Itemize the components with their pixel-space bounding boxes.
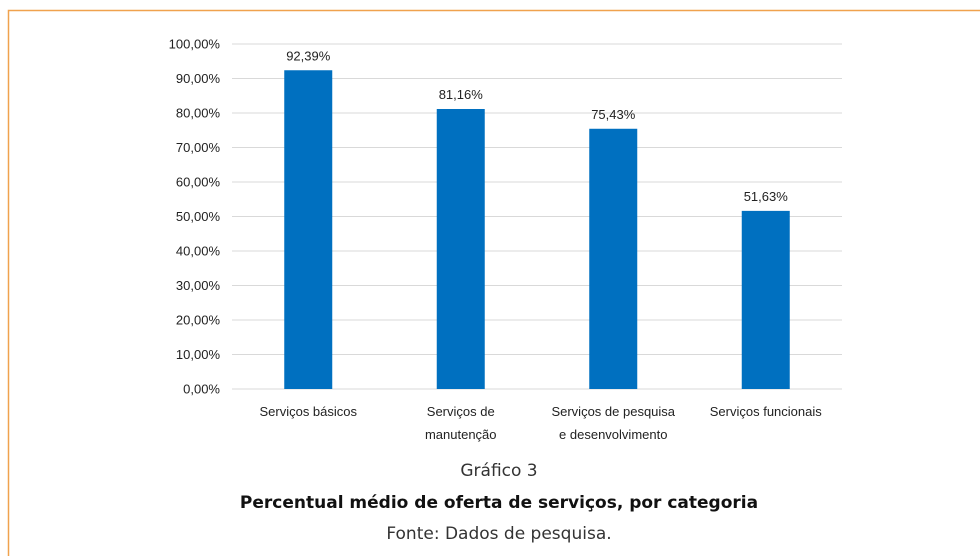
x-tick-label: Serviços funcionais xyxy=(710,404,822,419)
y-tick-label: 90,00% xyxy=(176,71,221,86)
data-label: 75,43% xyxy=(591,107,636,122)
x-tick-label: Serviços de pesquisa xyxy=(551,404,675,419)
bar xyxy=(589,128,638,390)
y-tick-label: 100,00% xyxy=(169,37,221,52)
y-tick-label: 10,00% xyxy=(176,347,221,362)
y-tick-label: 50,00% xyxy=(176,209,221,224)
y-tick-label: 60,00% xyxy=(176,175,221,190)
data-label: 51,63% xyxy=(744,189,789,204)
data-label: 92,39% xyxy=(286,48,331,63)
source: Fonte: Dados de pesquisa. xyxy=(386,524,611,544)
data-label: 81,16% xyxy=(439,87,484,102)
x-tick-label: manutenção xyxy=(425,427,497,442)
bar xyxy=(436,108,485,390)
y-tick-label: 70,00% xyxy=(176,140,221,155)
y-tick-label: 20,00% xyxy=(176,313,221,328)
y-tick-label: 30,00% xyxy=(176,278,221,293)
bar xyxy=(284,70,333,389)
bar xyxy=(741,210,790,389)
plot: 0,00% 10,00% 20,00% 30,00% 40,00% 50,00% 60,00… xyxy=(169,37,842,442)
y-tick-label: 40,00% xyxy=(176,244,221,259)
x-tick-label: Serviços de xyxy=(427,404,495,419)
figure-border xyxy=(7,9,980,556)
figure-label: Gráfico 3 xyxy=(460,461,537,481)
x-tick-label: e desenvolvimento xyxy=(559,427,667,442)
x-tick-label: Serviços básicos xyxy=(259,404,357,419)
y-tick-label: 80,00% xyxy=(176,106,221,121)
caption: Percentual médio de oferta de serviços, … xyxy=(240,493,758,513)
y-tick-label: 0,00% xyxy=(183,382,220,397)
